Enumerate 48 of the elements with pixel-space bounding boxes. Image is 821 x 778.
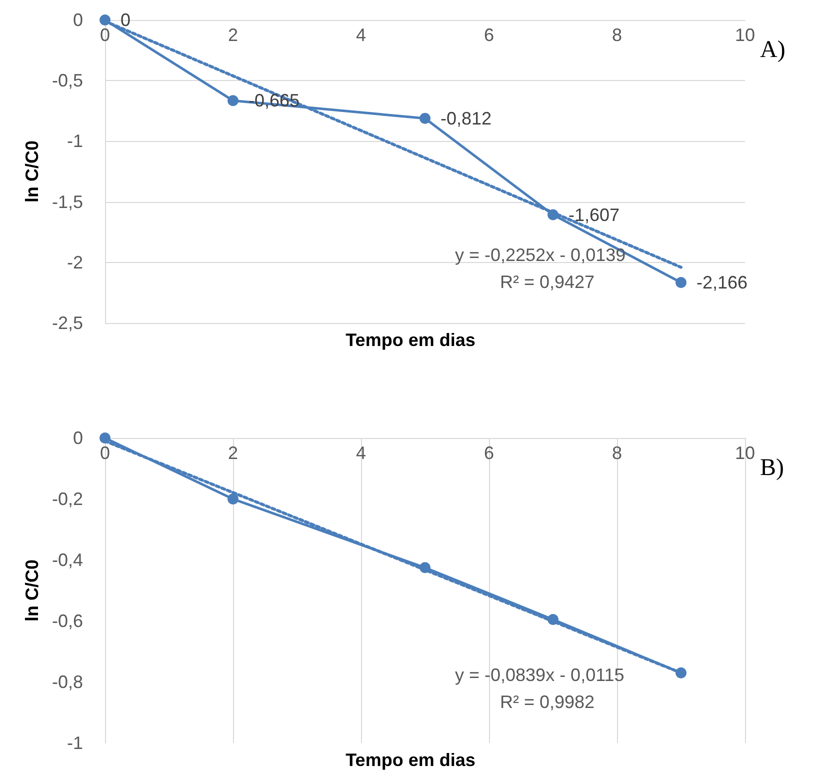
data-label: -0,812 <box>440 108 492 128</box>
data-label: -2,166 <box>696 272 748 293</box>
y-axis-title: ln C/C0 <box>22 559 42 622</box>
x-tick-label: 10 <box>734 25 756 45</box>
point <box>420 562 430 574</box>
y-tick-label: -1 <box>66 131 83 152</box>
x-axis-title: Tempo em dias <box>346 750 476 770</box>
point <box>420 112 430 124</box>
text: B) <box>760 455 784 481</box>
data-label: -1,607 <box>568 204 620 225</box>
y-tick-label: -0,6 <box>52 611 83 631</box>
y-tick-label: 0 <box>72 10 83 30</box>
text: A) <box>760 37 786 63</box>
x-axis-title: Tempo em dias <box>346 330 476 350</box>
annotation: y = -0,0839x - 0,0115 <box>455 665 624 685</box>
y-tick-label: -0,5 <box>52 70 83 91</box>
point <box>676 277 686 288</box>
data-label: 0 <box>120 10 131 30</box>
y-tick-label: -1,5 <box>52 192 83 212</box>
point <box>100 432 110 444</box>
point <box>228 494 238 504</box>
y-tick-label: -2,5 <box>52 313 83 333</box>
point <box>548 614 558 625</box>
annotation: R² = 0,9982 <box>500 692 595 712</box>
x-tick-label: 6 <box>484 443 494 463</box>
annotation: R² = 0,9427 <box>500 272 595 292</box>
x-tick-label: 6 <box>484 25 494 45</box>
y-tick-label: -2 <box>66 252 83 272</box>
y-tick-label: -0,2 <box>52 489 83 509</box>
y-tick-label: -0,4 <box>52 550 83 570</box>
y-tick-label: -1 <box>66 733 83 753</box>
point <box>228 95 238 106</box>
x-tick-label: 8 <box>612 25 622 45</box>
y-tick-label: 0 <box>72 428 83 448</box>
x-tick-label: 0 <box>100 443 110 463</box>
annotation: y = -0,2252x - 0,0139 <box>455 245 626 265</box>
x-tick-label: 0 <box>100 25 110 45</box>
y-tick-label: -0,8 <box>52 672 83 692</box>
x-tick-label: 8 <box>612 443 622 463</box>
point <box>100 14 110 26</box>
x-tick-label: 10 <box>734 443 756 463</box>
point <box>676 667 686 678</box>
x-tick-label: 4 <box>356 25 366 45</box>
y-axis-title: ln C/C0 <box>22 140 42 203</box>
point <box>548 209 558 220</box>
x-tick-label: 2 <box>228 25 238 45</box>
x-tick-label: 4 <box>356 443 366 463</box>
x-tick-label: 2 <box>228 443 238 463</box>
